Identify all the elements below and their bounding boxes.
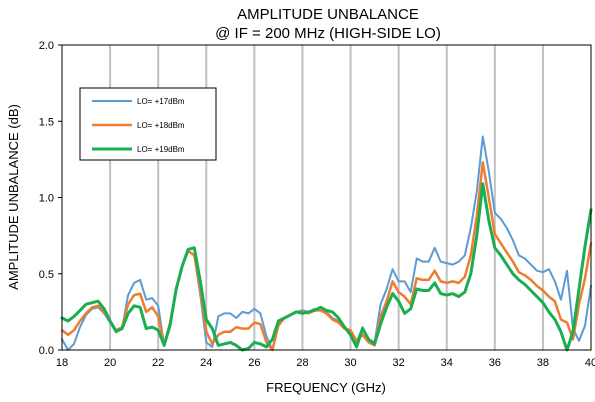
y-axis-label: AMPLITUDE UNBALANCE (dB) <box>6 104 21 290</box>
chart-title: AMPLITUDE UNBALANCE <box>237 6 419 23</box>
x-axis-label: FREQUENCY (GHz) <box>266 380 386 395</box>
x-tick-label: 20 <box>104 357 116 369</box>
x-tick-label: 34 <box>441 357 453 369</box>
x-tick-label: 28 <box>296 357 308 369</box>
chart-subtitle: @ IF = 200 MHz (HIGH-SIDE LO) <box>215 25 441 42</box>
axis-ticks: 18 20 22 24 26 28 30 32 34 36 38 40 0.0 0.5 1.0 1.5 2.0 <box>39 40 595 369</box>
x-tick-label: 36 <box>489 357 501 369</box>
series-line-3 <box>60 182 593 352</box>
x-tick-label: 24 <box>200 357 212 369</box>
x-tick-label: 30 <box>344 357 356 369</box>
legend: LO= +17dBm LO= +18dBm LO= +19dBm <box>79 87 217 161</box>
legend-label-1: LO= +17dBm <box>137 97 185 106</box>
y-tick-label: 0.5 <box>39 269 54 281</box>
legend-label-3: LO= +19dBm <box>137 145 185 154</box>
series-lines <box>60 135 593 352</box>
y-tick-label: 2.0 <box>39 40 54 52</box>
x-tick-label: 22 <box>152 357 164 369</box>
y-tick-label: 1.5 <box>39 116 54 128</box>
x-tick-label: 26 <box>248 357 260 369</box>
x-tick-label: 40 <box>585 357 595 369</box>
x-tick-label: 38 <box>537 357 549 369</box>
y-tick-label: 1.0 <box>39 193 54 205</box>
x-tick-label: 32 <box>393 357 405 369</box>
legend-label-2: LO= +18dBm <box>137 121 185 130</box>
series-line-2 <box>60 161 593 352</box>
x-tick-label: 18 <box>56 357 68 369</box>
y-tick-label: 0.0 <box>39 345 54 357</box>
